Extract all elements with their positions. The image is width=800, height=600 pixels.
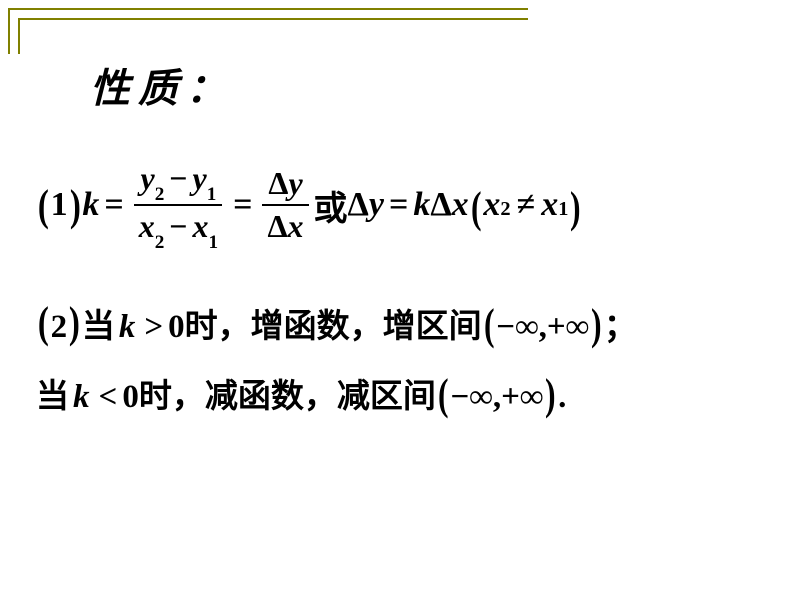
border-line	[8, 8, 528, 10]
slide-title: 性质：	[90, 56, 234, 114]
denominator: x2−x1	[133, 206, 224, 250]
delta: Δ	[348, 186, 369, 224]
paren-open: (	[438, 360, 449, 430]
case-negative: 当k<0时，减函数，减区间(−∞,+∞).	[36, 358, 776, 428]
paren-close: )	[69, 288, 80, 358]
property-2: (2)当k>0时，增函数，增区间(−∞,+∞)； 当k<0时，减函数，减区间(−…	[36, 288, 776, 429]
corner-border	[8, 8, 528, 54]
equation-1: (1)k = y2−y1 x2−x1 = Δy Δx 或Δy = kΔx(x2 …	[36, 150, 776, 260]
fraction-1: y2−y1 x2−x1	[133, 160, 224, 251]
paren-open: (	[484, 290, 495, 360]
border-line	[8, 8, 10, 54]
numerator: y2−y1	[134, 160, 222, 206]
paren-close: )	[545, 360, 556, 430]
not-equal: ≠	[517, 186, 536, 224]
border-line	[18, 18, 20, 54]
denominator: Δx	[261, 206, 309, 245]
fraction-2: Δy Δx	[261, 165, 309, 245]
content-area: (1)k = y2−y1 x2−x1 = Δy Δx 或Δy = kΔx(x2 …	[36, 150, 776, 429]
border-line	[18, 18, 528, 20]
numerator: Δy	[262, 165, 308, 206]
paren-open: (	[38, 288, 49, 358]
item-number: 1	[51, 186, 68, 224]
equals: =	[104, 186, 123, 224]
item-number: 2	[51, 309, 68, 345]
equals: =	[389, 186, 408, 224]
case-positive: (2)当k>0时，增函数，增区间(−∞,+∞)；	[36, 288, 776, 358]
text-or: 或	[314, 181, 348, 230]
equals: =	[233, 186, 252, 224]
paren-close: )	[69, 180, 80, 231]
var-k: k	[82, 186, 99, 224]
paren-close: )	[591, 290, 602, 360]
paren-close: )	[570, 182, 581, 233]
paren-open: (	[471, 182, 482, 233]
paren-open: (	[38, 180, 49, 231]
